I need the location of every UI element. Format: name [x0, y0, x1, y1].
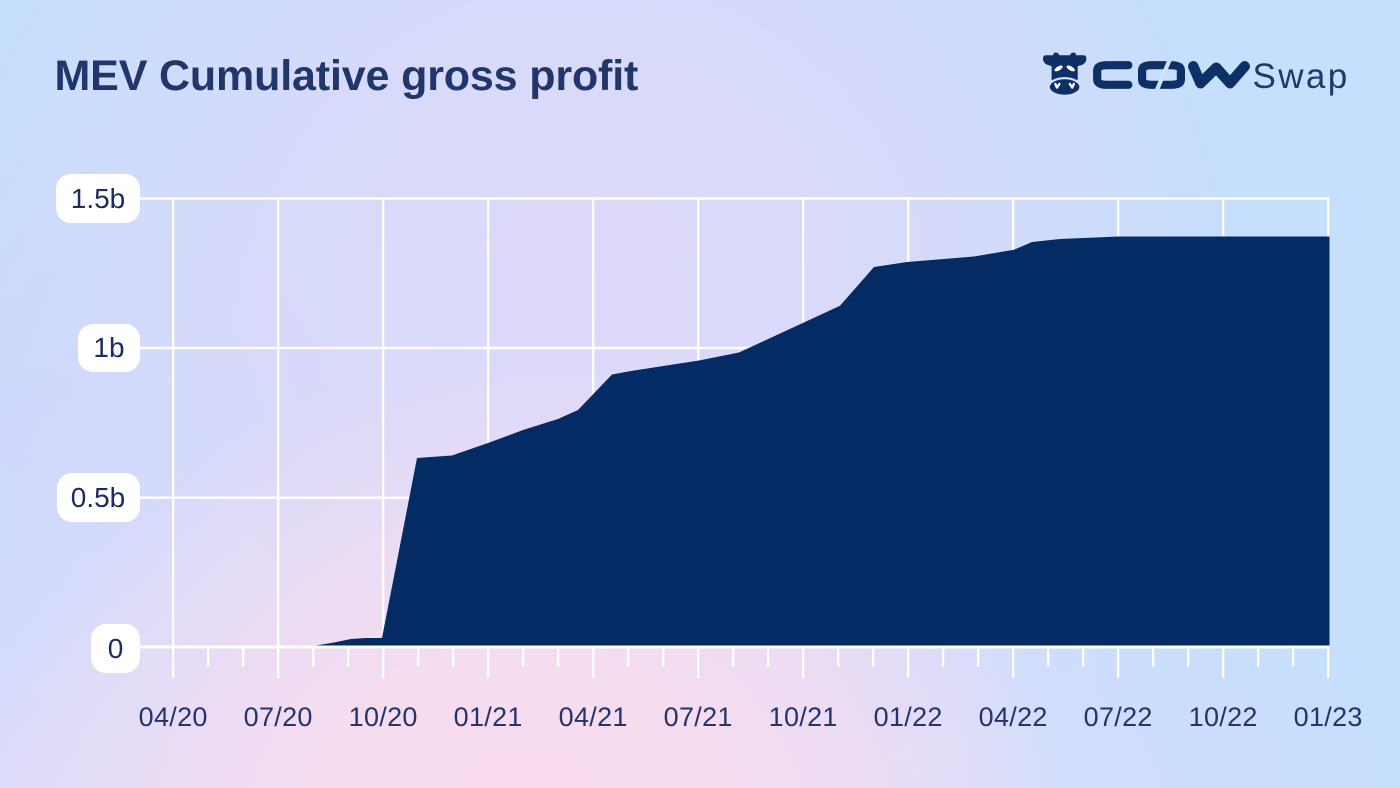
- svg-text:Swap: Swap: [1253, 57, 1350, 96]
